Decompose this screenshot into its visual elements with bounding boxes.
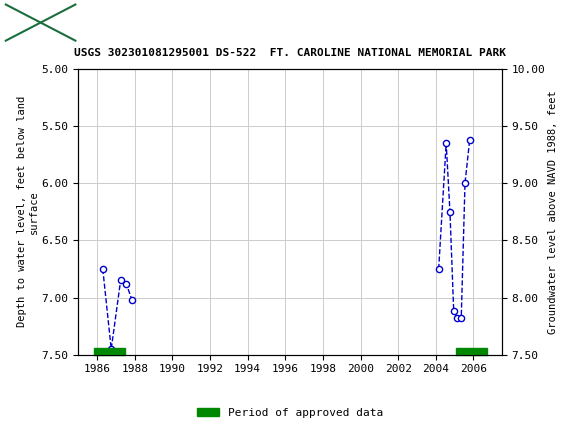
Point bbox=[456, 315, 466, 322]
Legend: Period of approved data: Period of approved data bbox=[193, 403, 387, 422]
Point bbox=[116, 277, 125, 284]
Point bbox=[445, 208, 455, 215]
Point bbox=[461, 180, 470, 187]
Point bbox=[453, 315, 462, 322]
Bar bbox=[456, 348, 487, 355]
Point bbox=[98, 266, 107, 273]
Text: USGS 302301081295001 DS-522  FT. CAROLINE NATIONAL MEMORIAL PARK: USGS 302301081295001 DS-522 FT. CAROLINE… bbox=[74, 48, 506, 58]
Point bbox=[449, 308, 458, 315]
Text: USGS: USGS bbox=[81, 13, 141, 32]
Bar bbox=[95, 348, 125, 355]
Point bbox=[122, 280, 131, 287]
Bar bbox=[6, 4, 75, 41]
Point bbox=[465, 136, 474, 143]
Point bbox=[107, 346, 116, 353]
Point bbox=[441, 140, 451, 147]
Y-axis label: Depth to water level, feet below land
surface: Depth to water level, feet below land su… bbox=[17, 96, 39, 327]
Point bbox=[434, 266, 443, 273]
Point bbox=[127, 296, 136, 303]
Y-axis label: Groundwater level above NAVD 1988, feet: Groundwater level above NAVD 1988, feet bbox=[548, 90, 558, 334]
